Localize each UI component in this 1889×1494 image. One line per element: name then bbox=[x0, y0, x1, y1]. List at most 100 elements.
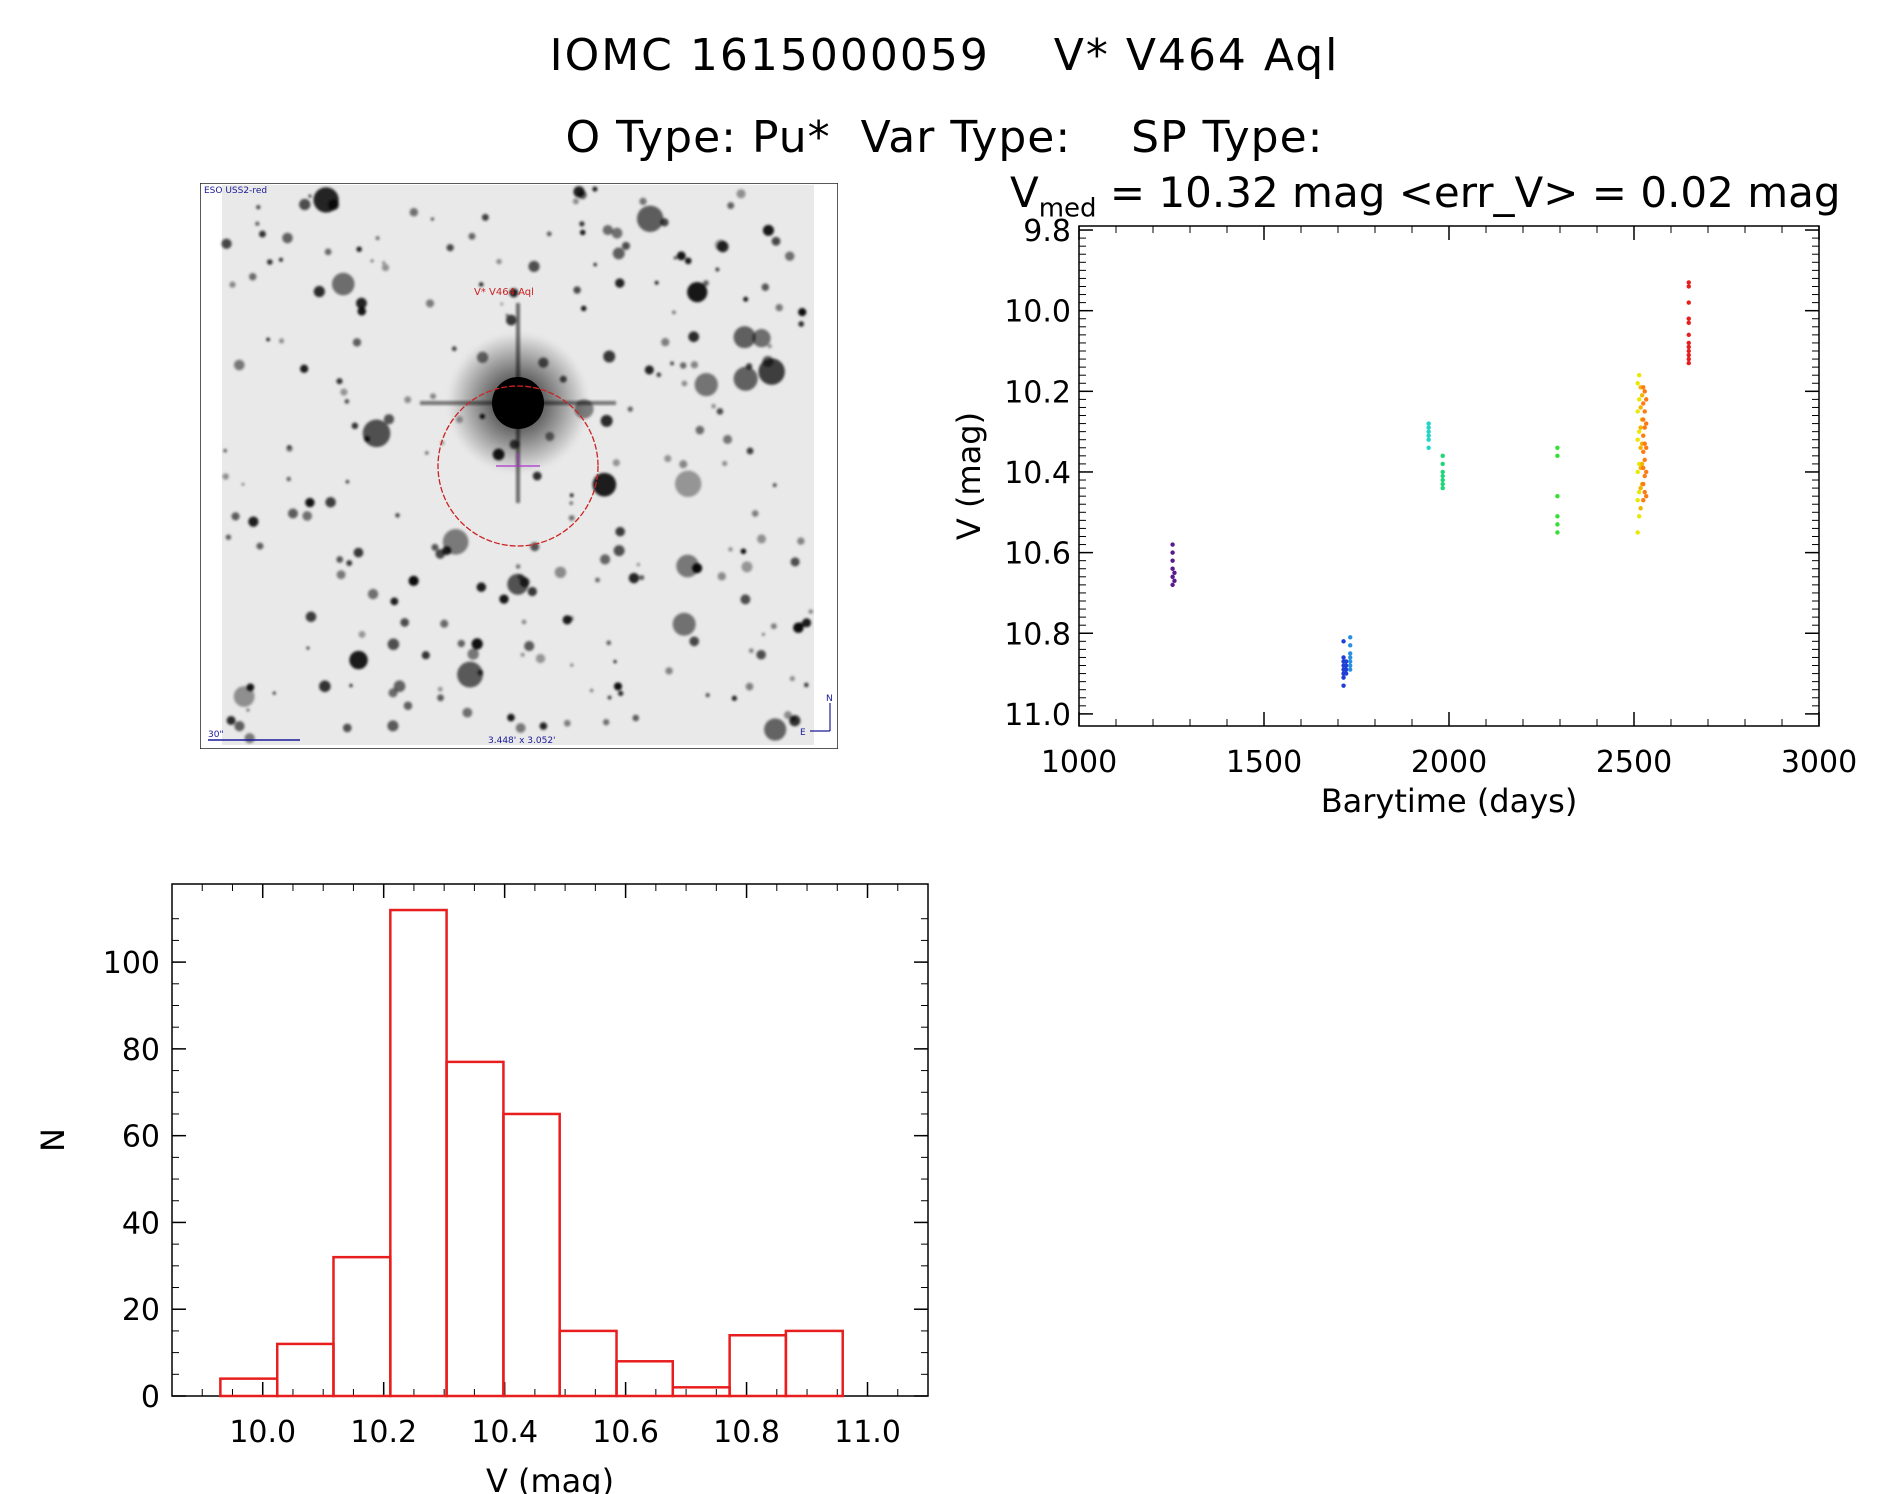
field-star bbox=[745, 363, 753, 370]
field-star bbox=[221, 238, 232, 249]
field-star bbox=[733, 326, 756, 349]
light-curve-point bbox=[1686, 356, 1691, 362]
light-curve-point bbox=[1426, 429, 1431, 434]
vmed-subscript: med bbox=[1038, 193, 1097, 224]
field-star bbox=[233, 686, 255, 707]
light-curve-point bbox=[1426, 437, 1431, 442]
field-star bbox=[661, 337, 670, 347]
light-curve-point bbox=[1638, 445, 1643, 450]
field-star bbox=[336, 378, 343, 385]
field-star bbox=[349, 683, 353, 688]
histogram-ytick-label: 20 bbox=[122, 1293, 160, 1328]
light-curve-point bbox=[1642, 441, 1647, 446]
light-curve-point bbox=[1348, 659, 1353, 664]
light-curve-point bbox=[1686, 320, 1691, 325]
light-curve-point bbox=[1642, 473, 1647, 479]
field-star bbox=[612, 459, 620, 467]
field-star bbox=[741, 561, 753, 573]
light-curve-point bbox=[1642, 389, 1647, 394]
histogram-bar bbox=[784, 1329, 844, 1398]
light-curve-point bbox=[1641, 385, 1646, 390]
field-star bbox=[802, 618, 812, 628]
light-curve-point bbox=[1341, 683, 1346, 688]
light-curve-point bbox=[1348, 667, 1353, 672]
field-star bbox=[223, 448, 227, 453]
histogram-ylabel: N bbox=[34, 1128, 72, 1152]
field-star bbox=[728, 547, 733, 552]
field-star bbox=[689, 636, 700, 647]
light-curve-xtick-label: 1000 bbox=[1041, 745, 1117, 780]
histogram-bar bbox=[219, 1377, 279, 1398]
field-star bbox=[336, 570, 346, 580]
bright-star bbox=[420, 303, 616, 503]
histogram-bar bbox=[615, 1360, 675, 1398]
field-star bbox=[539, 722, 548, 730]
field-star bbox=[600, 414, 613, 427]
star-field bbox=[221, 186, 814, 744]
field-star bbox=[278, 257, 283, 262]
field-star bbox=[554, 566, 567, 579]
field-star bbox=[431, 543, 439, 551]
light-curve-point bbox=[1343, 671, 1349, 676]
field-star bbox=[618, 690, 624, 696]
field-star bbox=[752, 329, 771, 348]
field-star bbox=[356, 246, 362, 252]
field-star bbox=[756, 649, 766, 660]
light-curve-point bbox=[1440, 485, 1445, 491]
field-star bbox=[632, 714, 640, 722]
field-star bbox=[660, 218, 669, 227]
field-star bbox=[798, 321, 805, 327]
field-star bbox=[772, 483, 777, 488]
light-curve-point bbox=[1686, 352, 1691, 358]
field-star bbox=[313, 285, 325, 298]
field-star bbox=[789, 676, 795, 682]
light-curve-point bbox=[1555, 493, 1560, 499]
field-star bbox=[387, 638, 400, 651]
field-star bbox=[602, 224, 613, 236]
field-star bbox=[808, 609, 814, 614]
field-star bbox=[688, 331, 700, 343]
light-curve-point bbox=[1440, 453, 1445, 459]
light-curve-point bbox=[1341, 639, 1346, 644]
field-star bbox=[746, 447, 754, 455]
field-star bbox=[266, 337, 270, 342]
light-curve-point bbox=[1348, 651, 1353, 656]
light-curve-point bbox=[1170, 574, 1175, 580]
field-star bbox=[324, 248, 332, 256]
vmed-symbol: V bbox=[1010, 168, 1039, 217]
field-star bbox=[715, 267, 720, 272]
light-curve-ytick-label: 9.8 bbox=[1023, 214, 1071, 249]
field-star bbox=[505, 314, 517, 326]
field-star bbox=[528, 260, 540, 273]
field-star bbox=[621, 241, 631, 250]
field-star bbox=[344, 399, 350, 404]
light-curve-point bbox=[1686, 300, 1691, 305]
field-star bbox=[440, 619, 449, 628]
histogram-bar bbox=[332, 1255, 392, 1398]
light-curve-point bbox=[1635, 381, 1640, 386]
field-star bbox=[353, 547, 364, 558]
field-star bbox=[346, 560, 353, 566]
light-curve-ylabel: V (mag) bbox=[950, 412, 988, 540]
field-star bbox=[319, 680, 331, 693]
field-star bbox=[442, 529, 469, 555]
light-curve-point bbox=[1170, 558, 1175, 563]
field-star bbox=[325, 496, 336, 508]
light-curve-point bbox=[1686, 340, 1691, 346]
field-star bbox=[234, 721, 245, 732]
field-star bbox=[358, 630, 366, 638]
light-curve-point bbox=[1641, 481, 1646, 487]
light-curve-ytick-label: 10.2 bbox=[1004, 375, 1071, 410]
light-curve-point bbox=[1635, 437, 1640, 442]
field-star bbox=[745, 682, 754, 691]
light-curve-point bbox=[1641, 433, 1646, 438]
light-curve-point bbox=[1343, 667, 1349, 672]
light-curve-point bbox=[1636, 429, 1642, 434]
field-star bbox=[613, 545, 625, 557]
field-star bbox=[388, 688, 398, 698]
field-star bbox=[790, 557, 800, 567]
field-star bbox=[403, 701, 413, 711]
light-curve-ytick-label: 10.4 bbox=[1004, 456, 1071, 491]
field-star bbox=[259, 230, 266, 238]
field-star bbox=[425, 299, 435, 308]
